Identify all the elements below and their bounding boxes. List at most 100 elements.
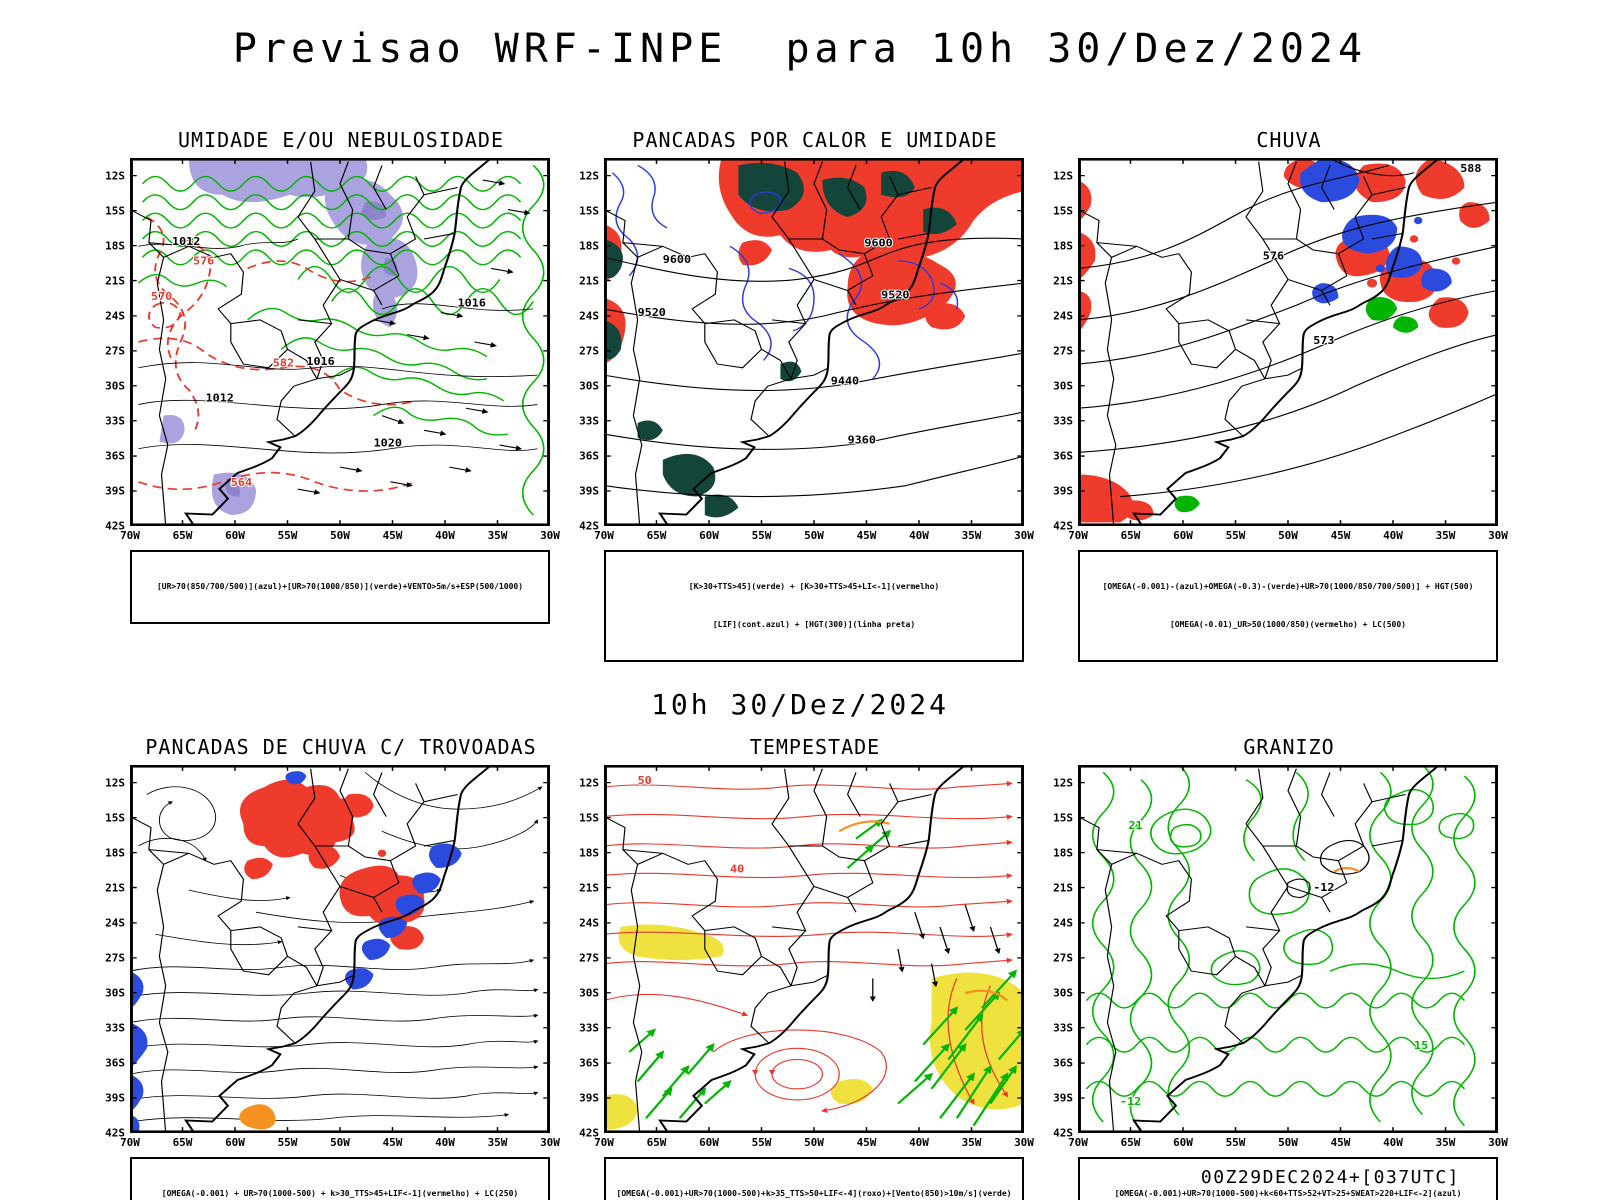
lat-tick-label: 27S (579, 344, 599, 358)
lon-tick-label: 30W (1488, 529, 1508, 542)
lat-tick-label: 18S (1053, 239, 1073, 253)
lat-tick-label: 21S (1053, 274, 1073, 288)
lat-tick-label: 15S (105, 811, 125, 825)
lat-tick-label: 24S (1053, 916, 1073, 930)
run-info: 00Z29DEC2024+[037UTC] (1200, 1167, 1460, 1188)
lat-tick-label: 36S (105, 1056, 125, 1070)
latitude-axis: 12S 15S 18S 21S 24S 27S 30S 33S 36S 39S 42S (574, 158, 602, 532)
lon-tick-label: 70W (594, 529, 614, 542)
lon-tick-label: 50W (330, 1136, 350, 1150)
lat-tick-label: 21S (579, 881, 599, 895)
svg-text:576: 576 (193, 255, 215, 267)
lat-tick-label: 39S (105, 1091, 125, 1105)
svg-text:1012: 1012 (172, 236, 200, 248)
caption-umidade: [UR>70(850/700/500)](azul)+[UR>70(1000/8… (130, 550, 550, 624)
svg-text:15: 15 (1414, 1040, 1428, 1052)
caption-tempestade: [OMEGA(-0.001)+UR>70(1000-500)+k>35_TTS>… (604, 1157, 1024, 1200)
lon-tick-label: 65W (646, 529, 667, 542)
lon-tick-label: 70W (1068, 529, 1088, 542)
lon-tick-label: 55W (1225, 1136, 1246, 1150)
lat-tick-label: 39S (105, 484, 125, 498)
contour-labels: 588 576 573 (1262, 162, 1483, 348)
caption-granizo: [OMEGA(-0.001)+UR>70(1000-500)+k<60+TTS>… (1078, 1157, 1498, 1200)
longitude-axis: 70W 65W 60W 55W 50W 45W 40W 35W 30W (120, 526, 560, 544)
divergence-areas-blue (130, 771, 462, 1134)
longitude-axis: 70W 65W 60W 55W 50W 45W 40W 35W 30W (594, 526, 1034, 544)
map-umidade-nebulosidade: 1016 1012 1012 1020 1016 570 576 582 564 (130, 158, 550, 526)
lon-tick-label: 50W (1278, 1136, 1298, 1150)
map-granizo: 21 -12 15 -12 (1078, 765, 1498, 1134)
shower-areas-darkgreen (604, 162, 957, 518)
lon-tick-label: 40W (1383, 1136, 1403, 1150)
longitude-axis: 70W 65W 60W 55W 50W 45W 40W 35W 30W (594, 1133, 1034, 1151)
map-frame: 12S 15S 18S 21S 24S 27S 30S 33S 36S 39S 42S (1053, 158, 1508, 542)
wind-vectors (297, 179, 531, 495)
svg-text:9520: 9520 (638, 307, 666, 319)
svg-text:9520: 9520 (881, 289, 909, 301)
lat-tick-label: 30S (579, 379, 599, 393)
panel-tempestade: TEMPESTADE 12S 15S 18S 21S 24S 27S 30S 33S 36S 39… (574, 735, 1034, 1200)
lon-tick-label: 30W (1488, 1136, 1508, 1150)
svg-text:-12: -12 (1313, 882, 1334, 894)
lat-tick-label: 12S (105, 776, 125, 790)
map-tempestade: 50 40 (604, 765, 1024, 1134)
lat-tick-label: 15S (579, 811, 599, 825)
panel-chuva: CHUVA 12S 15S 18S 21S 24S 27S 30S 33S 36S 39S 42S (1048, 128, 1508, 663)
lat-tick-label: 18S (579, 239, 599, 253)
lat-tick-label: 15S (1053, 204, 1073, 218)
lon-tick-label: 70W (120, 1136, 140, 1150)
svg-text:1012: 1012 (206, 392, 234, 404)
lon-tick-label: 70W (120, 529, 140, 542)
lat-tick-label: 21S (579, 274, 599, 288)
lat-tick-label: 42S (105, 1126, 125, 1140)
svg-text:-12: -12 (1120, 1096, 1141, 1108)
latitude-axis: 12S 15S 18S 21S 24S 27S 30S 33S 36S 39S 42S (574, 765, 602, 1139)
lat-tick-label: 12S (105, 169, 125, 183)
panel-row-bottom: PANCADAS DE CHUVA C/ TROVOADAS 12S 15S 18S… (0, 735, 1600, 1200)
lon-tick-label: 30W (1014, 1136, 1034, 1150)
basemap (1078, 158, 1498, 526)
lon-tick-label: 65W (646, 1136, 667, 1150)
lat-tick-label: 12S (579, 776, 599, 790)
temp850-contours-green (1086, 765, 1475, 1129)
lat-tick-label: 21S (1053, 881, 1073, 895)
lat-tick-label: 27S (1053, 344, 1073, 358)
lon-tick-label: 40W (909, 529, 929, 542)
lon-tick-label: 60W (225, 1136, 245, 1150)
lon-tick-label: 55W (751, 529, 772, 542)
latitude-axis: 12S 15S 18S 21S 24S 27S 30S 33S 36S 39S 42S (1048, 765, 1076, 1139)
svg-text:582: 582 (273, 357, 294, 369)
lat-tick-label: 39S (1053, 484, 1073, 498)
lat-tick-label: 24S (1053, 309, 1073, 323)
longitude-axis: 70W 65W 60W 55W 50W 45W 40W 35W 30W (1068, 1133, 1508, 1151)
lon-tick-label: 65W (172, 1136, 193, 1150)
map-frame: 12S 15S 18S 21S 24S 27S 30S 33S 36S 39S 42S (579, 158, 1034, 542)
panel-row-top: UMIDADE E/OU NEBULOSIDADE 12S 15S 18S 21S 24… (0, 128, 1600, 663)
contour-labels: 50 40 (637, 774, 746, 876)
panel-pancadas-trovoadas: PANCADAS DE CHUVA C/ TROVOADAS 12S 15S 18S… (100, 735, 560, 1200)
lat-tick-label: 18S (579, 846, 599, 860)
svg-text:9600: 9600 (864, 237, 892, 249)
map-pancadas-calor: 9600 9600 9520 9520 9440 9360 (604, 158, 1024, 526)
lon-tick-label: 45W (1330, 1136, 1351, 1150)
latitude-axis: 12S 15S 18S 21S 24S 27S 30S 33S 36S 39S 42S (100, 158, 128, 532)
contour-orange (838, 820, 1009, 1002)
lon-tick-label: 35W (1435, 1136, 1456, 1150)
map-frame: 12S 15S 18S 21S 24S 27S 30S 33S 36S 39S 42S (579, 765, 1034, 1149)
lon-tick-label: 60W (699, 1136, 719, 1150)
lat-tick-label: 12S (1053, 776, 1073, 790)
map-chuva: 588 576 573 (1078, 158, 1498, 526)
rain-areas-green (1174, 297, 1419, 513)
svg-text:588: 588 (1460, 163, 1481, 175)
lon-tick-label: 35W (487, 1136, 508, 1150)
caption-line: [LIF](cont.azul) + [HGT(300)](linha pret… (712, 619, 916, 629)
svg-text:50: 50 (638, 775, 652, 787)
lat-tick-label: 15S (1053, 811, 1073, 825)
lat-tick-label: 21S (105, 881, 125, 895)
lon-tick-label: 60W (1173, 529, 1193, 542)
lon-tick-label: 50W (804, 529, 824, 542)
panel-title: UMIDADE E/OU NEBULOSIDADE (177, 128, 505, 152)
lat-tick-label: 33S (579, 1021, 599, 1035)
lat-tick-label: 27S (105, 951, 125, 965)
